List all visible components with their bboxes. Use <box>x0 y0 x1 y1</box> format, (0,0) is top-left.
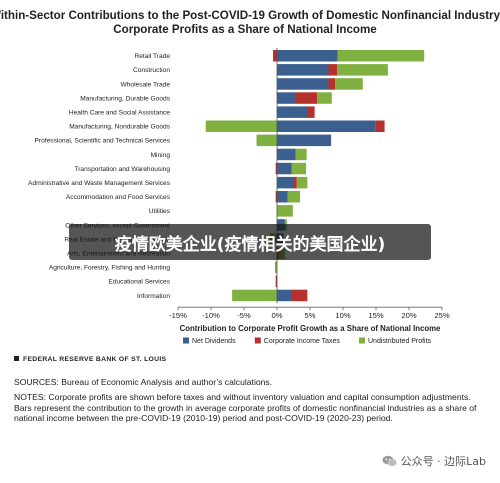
publisher-logo: FEDERAL RESERVE BANK OF ST. LOUIS <box>14 356 166 363</box>
bar-segment <box>291 289 308 302</box>
x-tick-label: -15% <box>169 311 187 320</box>
bar-segment <box>275 162 277 175</box>
bar-segment <box>275 275 277 288</box>
category-label: Accommodation and Food Services <box>66 194 171 201</box>
category-label: Transportation and Warehousing <box>74 166 170 173</box>
legend-entry: Corporate Income Taxes <box>264 338 341 345</box>
bar-segment <box>293 176 297 189</box>
bar-segment <box>296 176 308 189</box>
bar-segment <box>273 50 277 62</box>
category-label: Manufacturing, Durable Goods <box>80 95 171 102</box>
x-tick-label: 5% <box>305 311 316 320</box>
bar-segment <box>328 78 336 90</box>
bar-segment <box>277 176 294 189</box>
bar-segment <box>277 92 296 104</box>
bars <box>205 50 425 302</box>
category-labels: Retail Trade Construction Wholesale Trade M… <box>28 53 171 300</box>
x-tick-label: -5% <box>237 311 251 320</box>
bar-segment <box>277 148 296 161</box>
bar-segment <box>277 289 292 302</box>
bar-segment <box>277 106 309 118</box>
x-tick-label: 15% <box>368 311 383 320</box>
x-tick-label: 0% <box>272 311 283 320</box>
legend-swatch <box>359 337 365 344</box>
bar-segment <box>277 64 329 76</box>
bar-segment <box>275 261 277 273</box>
bar-segment <box>337 50 425 62</box>
bar-segment <box>317 92 332 104</box>
bar-segment <box>277 162 292 175</box>
bar-segment <box>295 148 307 161</box>
bar-segment <box>308 106 315 118</box>
category-label: Agriculture, Forestry, Fishing and Hunti… <box>49 265 171 272</box>
chart-title-line-1: Within-Sector Contributions to the Post-… <box>0 9 500 22</box>
bar-segment <box>277 120 376 132</box>
x-tick-label: 10% <box>335 311 350 320</box>
sources-note: SOURCES: Bureau of Economic Analysis and… <box>14 377 273 387</box>
legend-entry: Net Dividends <box>192 338 236 345</box>
category-label: Wholesale Trade <box>121 81 171 88</box>
chart-title-line-2: Corporate Profits as a Share of National… <box>113 23 377 36</box>
bar-segment <box>277 78 329 90</box>
x-axis: -15% -10% -5% 0% 5% 10% 15% 20% 25% <box>169 48 450 320</box>
category-label: Manufacturing, Nondurable Goods <box>69 124 171 131</box>
legend: Net Dividends Corporate Income Taxes Undis… <box>183 337 432 345</box>
x-tick-label: -10% <box>202 311 220 320</box>
x-tick-label: 25% <box>434 311 449 320</box>
bar-segment <box>295 92 318 104</box>
category-label: Information <box>137 293 170 300</box>
bar-segment <box>256 134 277 147</box>
x-axis-label: Contribution to Corporate Profit Growth … <box>180 324 441 333</box>
bar-segment <box>277 50 338 62</box>
wechat-icon <box>382 455 397 467</box>
bar-segment <box>277 205 293 217</box>
legend-entry: Undistributed Profits <box>368 338 432 345</box>
bar-segment <box>328 64 338 76</box>
category-label: Educational Services <box>108 279 170 286</box>
category-label: Retail Trade <box>134 53 170 60</box>
bar-segment <box>287 191 301 203</box>
overlay-banner: 疫情欧美企业(疫情相关的美国企业) <box>69 224 431 260</box>
bar-segment <box>335 78 363 90</box>
bar-segment <box>277 191 288 203</box>
notes-text: NOTES: Corporate profits are shown befor… <box>14 392 477 424</box>
x-tick-label: 20% <box>401 311 416 320</box>
publisher-name: FEDERAL RESERVE BANK OF ST. LOUIS <box>23 356 167 363</box>
watermark: 公众号 · 边际Lab <box>382 453 486 469</box>
category-label: Health Care and Social Assistance <box>69 109 170 116</box>
legend-swatch <box>183 337 189 344</box>
category-label: Professional, Scientific and Technical S… <box>35 138 171 145</box>
legend-swatch <box>254 337 261 344</box>
bar-segment <box>277 134 332 147</box>
bar-segment <box>337 64 388 76</box>
watermark-text: 公众号 · 边际Lab <box>400 455 486 468</box>
category-label: Utilities <box>149 208 171 215</box>
category-label: Construction <box>133 67 170 74</box>
bar-segment <box>275 191 277 203</box>
bar-segment <box>232 289 277 302</box>
category-label: Administrative and Waste Management Serv… <box>28 180 171 187</box>
bar-segment <box>291 162 307 175</box>
category-label: Mining <box>151 152 171 159</box>
bar-segment <box>205 120 277 132</box>
bar-segment <box>375 120 385 132</box>
